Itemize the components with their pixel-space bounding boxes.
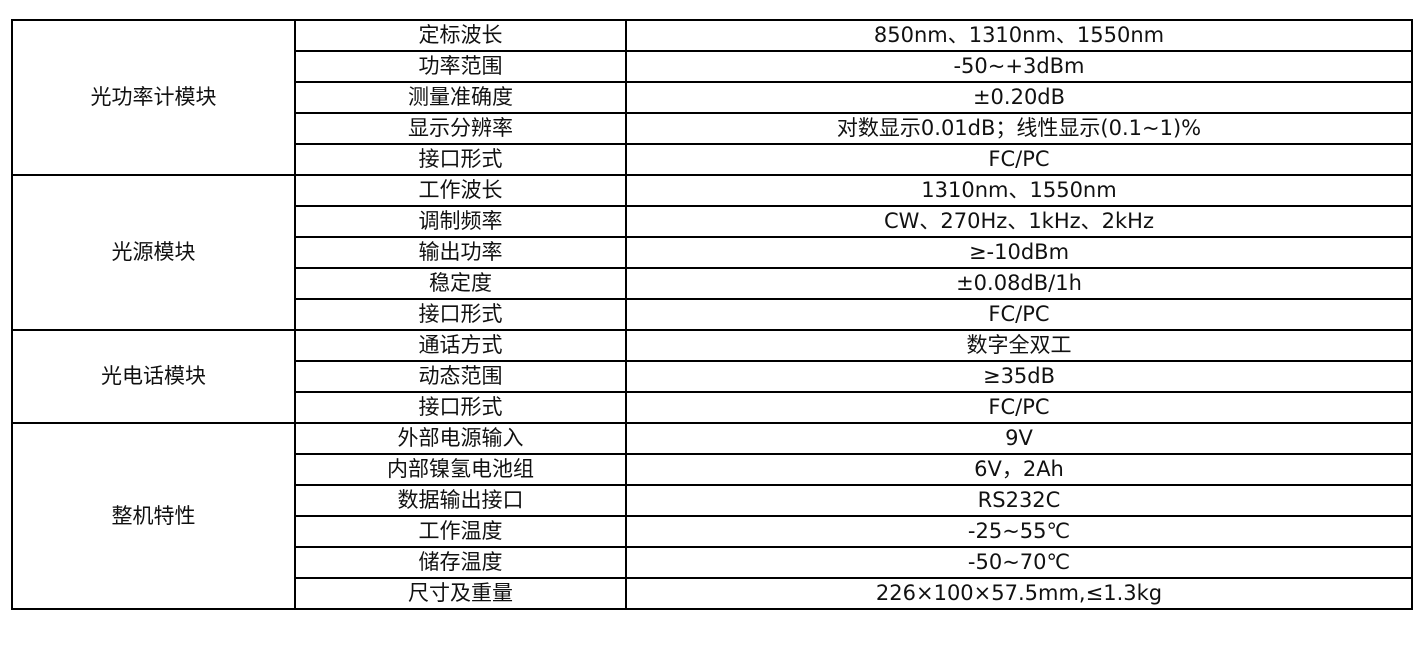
group-name-cell: 光源模块 [11,174,296,331]
value-cell: FC/PC [625,298,1413,331]
table-row: 接口形式 FC/PC [12,298,1413,331]
value-cell: ≥-10dBm [625,236,1413,269]
table-row: 输出功率 ≥-10dBm [12,236,1413,269]
value-cell: 对数显示0.01dB；线性显示(0.1~1)% [625,112,1413,145]
table-row: 调制频率 CW、270Hz、1kHz、2kHz [12,205,1413,238]
table-row: 功率范围 -50~+3dBm [12,50,1413,83]
table-row: 光电话模块 通话方式 数字全双工 [11,329,1413,424]
table-row: 测量准确度 ±0.20dB [12,81,1413,114]
table-row: 内部镍氢电池组 6V，2Ah [12,453,1413,486]
param-cell: 调制频率 [294,205,627,238]
spec-table: 光功率计模块 定标波长 850nm、1310nm、1550nm 功率范围 -50~+3d… [11,19,1413,610]
param-cell: 显示分辨率 [294,112,627,145]
value-cell: CW、270Hz、1kHz、2kHz [625,205,1413,238]
value-cell: 9V [625,422,1413,455]
group-name-cell: 整机特性 [11,422,296,610]
param-cell: 工作波长 [294,174,627,207]
table-row: 数据输出接口 RS232C [12,484,1413,517]
param-cell: 储存温度 [294,546,627,579]
param-cell: 接口形式 [294,298,627,331]
group-name-cell: 光电话模块 [11,329,296,424]
table-row: 储存温度 -50~70℃ [12,546,1413,579]
table-row: 动态范围 ≥35dB [12,360,1413,393]
table-row: 整机特性 外部电源输入 9V [11,422,1413,610]
param-cell: 测量准确度 [294,81,627,114]
value-cell: FC/PC [625,391,1413,424]
param-cell: 接口形式 [294,391,627,424]
param-cell: 尺寸及重量 [294,577,627,610]
value-cell: -50~+3dBm [625,50,1413,83]
value-cell: ≥35dB [625,360,1413,393]
value-cell: 数字全双工 [625,329,1413,362]
value-cell: 6V，2Ah [625,453,1413,486]
value-cell: -25~55℃ [625,515,1413,548]
value-cell: RS232C [625,484,1413,517]
table-row: 接口形式 FC/PC [12,143,1413,176]
value-cell: 850nm、1310nm、1550nm [625,19,1413,52]
table-row: 尺寸及重量 226×100×57.5mm,≤1.3kg [12,577,1413,610]
param-cell: 外部电源输入 [294,422,627,455]
param-cell: 通话方式 [294,329,627,362]
table-row: 光功率计模块 定标波长 850nm、1310nm、1550nm [11,19,1413,176]
value-cell: -50~70℃ [625,546,1413,579]
param-cell: 工作温度 [294,515,627,548]
value-cell: ±0.08dB/1h [625,267,1413,300]
param-cell: 输出功率 [294,236,627,269]
value-cell: 1310nm、1550nm [625,174,1413,207]
table-row: 光源模块 工作波长 1310nm、1550nm [11,174,1413,331]
value-cell: FC/PC [625,143,1413,176]
param-cell: 接口形式 [294,143,627,176]
param-cell: 动态范围 [294,360,627,393]
table-row: 显示分辨率 对数显示0.01dB；线性显示(0.1~1)% [12,112,1413,145]
param-cell: 功率范围 [294,50,627,83]
table-row: 接口形式 FC/PC [12,391,1413,424]
param-cell: 稳定度 [294,267,627,300]
param-cell: 数据输出接口 [294,484,627,517]
group-name-cell: 光功率计模块 [11,19,296,176]
param-cell: 内部镍氢电池组 [294,453,627,486]
table-row: 工作温度 -25~55℃ [12,515,1413,548]
value-cell: ±0.20dB [625,81,1413,114]
value-cell: 226×100×57.5mm,≤1.3kg [625,577,1413,610]
table-row: 稳定度 ±0.08dB/1h [12,267,1413,300]
param-cell: 定标波长 [294,19,627,52]
